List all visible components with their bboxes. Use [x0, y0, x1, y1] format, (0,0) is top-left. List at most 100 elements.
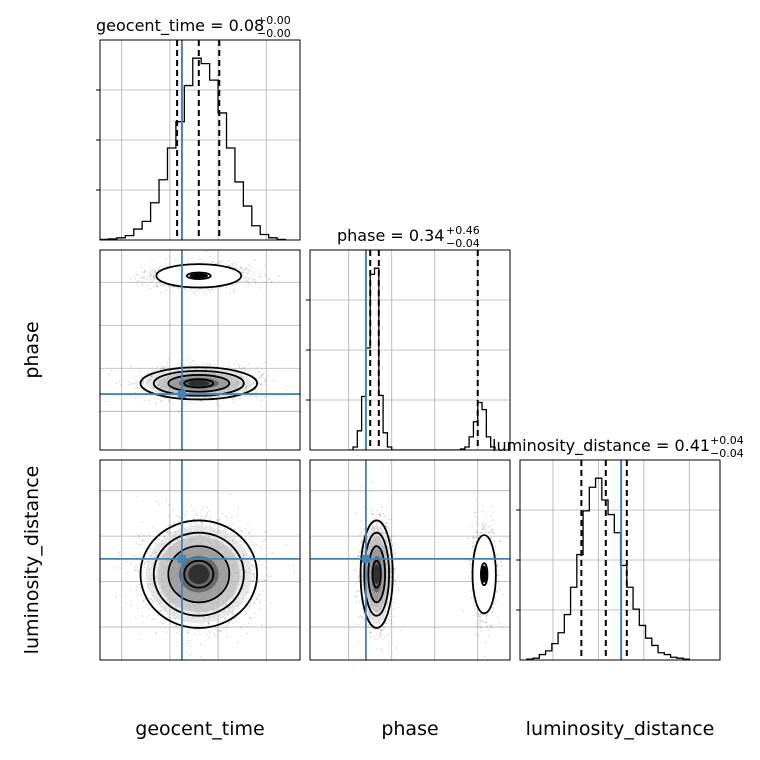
sample-point: [182, 357, 185, 360]
contour-line: [139, 366, 259, 401]
title-luminosity-distance: luminosity_distance = 0.41 +0.04 −0.04: [492, 434, 744, 460]
sample-point: [176, 620, 179, 623]
density-panel-geocent-time-vs-phase: 0.20.40.60.8: [99, 249, 301, 451]
sample-point: [255, 597, 258, 600]
sample-point: [162, 630, 165, 633]
sample-point: [217, 261, 220, 264]
sample-point: [253, 576, 256, 579]
sample-point: [263, 579, 265, 582]
title-phase-plus: +0.46: [446, 224, 480, 237]
sample-point: [226, 626, 229, 629]
sample-point: [170, 616, 173, 619]
sample-point: [157, 268, 160, 271]
xlabel-luminosity-distance: luminosity_distance: [526, 718, 715, 740]
sample-point: [158, 268, 161, 271]
sample-point: [228, 621, 230, 624]
sample-point: [229, 616, 232, 618]
sample-point: [264, 395, 266, 398]
sample-point: [265, 579, 268, 582]
sample-point: [184, 288, 187, 291]
sample-point: [205, 293, 208, 296]
sample-point: [143, 563, 146, 566]
sample-point: [133, 391, 136, 394]
sample-point: [252, 579, 255, 582]
sample-point: [255, 269, 258, 271]
sample-point: [231, 613, 234, 616]
contour-line: [185, 271, 212, 280]
sample-point: [223, 626, 226, 629]
sample-point: [133, 376, 136, 379]
sample-point: [135, 542, 138, 545]
sample-point: [183, 515, 186, 517]
sample-point: [150, 274, 153, 277]
sample-point: [253, 278, 255, 281]
sample-point: [142, 520, 144, 523]
sample-point: [247, 548, 250, 550]
sample-point: [135, 274, 138, 277]
sample-point: [211, 628, 214, 631]
sample-point: [226, 624, 229, 627]
sample-point: [228, 260, 230, 263]
sample-point: [153, 274, 155, 276]
sample-point: [264, 274, 266, 277]
sample-point: [248, 531, 251, 534]
sample-point: [153, 277, 155, 280]
sample-point: [149, 271, 151, 274]
sample-point: [261, 564, 263, 567]
histogram-step: [100, 57, 287, 240]
sample-point: [154, 618, 156, 621]
sample-point: [259, 275, 262, 278]
sample-point: [185, 522, 188, 525]
sample-point: [205, 250, 208, 253]
sample-point: [188, 522, 191, 525]
sample-point: [199, 643, 202, 645]
sample-point: [187, 260, 190, 263]
title-geocent-time: geocent_time = 0.08 +0.00 −0.00: [96, 14, 291, 40]
sample-point: [186, 290, 189, 292]
sample-point: [247, 605, 250, 608]
sample-point: [242, 271, 245, 274]
sample-point: [260, 374, 263, 376]
sample-point: [232, 523, 235, 526]
sample-point: [292, 571, 295, 574]
sample-point: [233, 266, 235, 269]
sample-point: [147, 288, 149, 291]
sample-point: [242, 277, 245, 280]
sample-point: [178, 287, 181, 289]
sample-point: [271, 379, 274, 382]
sample-point: [143, 566, 146, 569]
sample-point: [245, 632, 248, 635]
sample-point: [157, 609, 160, 612]
sample-point: [252, 572, 255, 575]
sample-point: [144, 386, 146, 389]
sample-point: [148, 547, 151, 550]
sample-point: [268, 278, 270, 281]
sample-point: [251, 579, 254, 582]
sample-point: [195, 363, 198, 366]
sample-point: [253, 568, 256, 571]
sample-point: [135, 385, 138, 388]
sample-point: [131, 383, 134, 386]
sample-point: [260, 383, 263, 386]
sample-point: [135, 382, 138, 384]
title-luminosity-distance-minus: −0.04: [710, 447, 744, 460]
sample-point: [146, 603, 148, 606]
sample-point: [257, 388, 260, 391]
sample-point: [122, 378, 125, 381]
sample-point: [135, 569, 138, 571]
sample-point: [168, 285, 171, 287]
sample-point: [260, 389, 263, 392]
sample-point: [232, 612, 235, 614]
sample-point: [221, 512, 224, 515]
sample-point: [259, 273, 262, 275]
sample-point: [108, 372, 110, 375]
sample-point: [158, 538, 160, 541]
sample-point: [229, 492, 232, 495]
sample-point: [200, 509, 203, 512]
sample-point: [251, 544, 254, 546]
title-luminosity-distance-main: luminosity_distance = 0.41: [492, 436, 710, 456]
hist-panel-phase-plot-area: [310, 250, 510, 450]
sample-point: [185, 624, 188, 627]
sample-point: [119, 554, 121, 557]
sample-point: [205, 514, 208, 517]
